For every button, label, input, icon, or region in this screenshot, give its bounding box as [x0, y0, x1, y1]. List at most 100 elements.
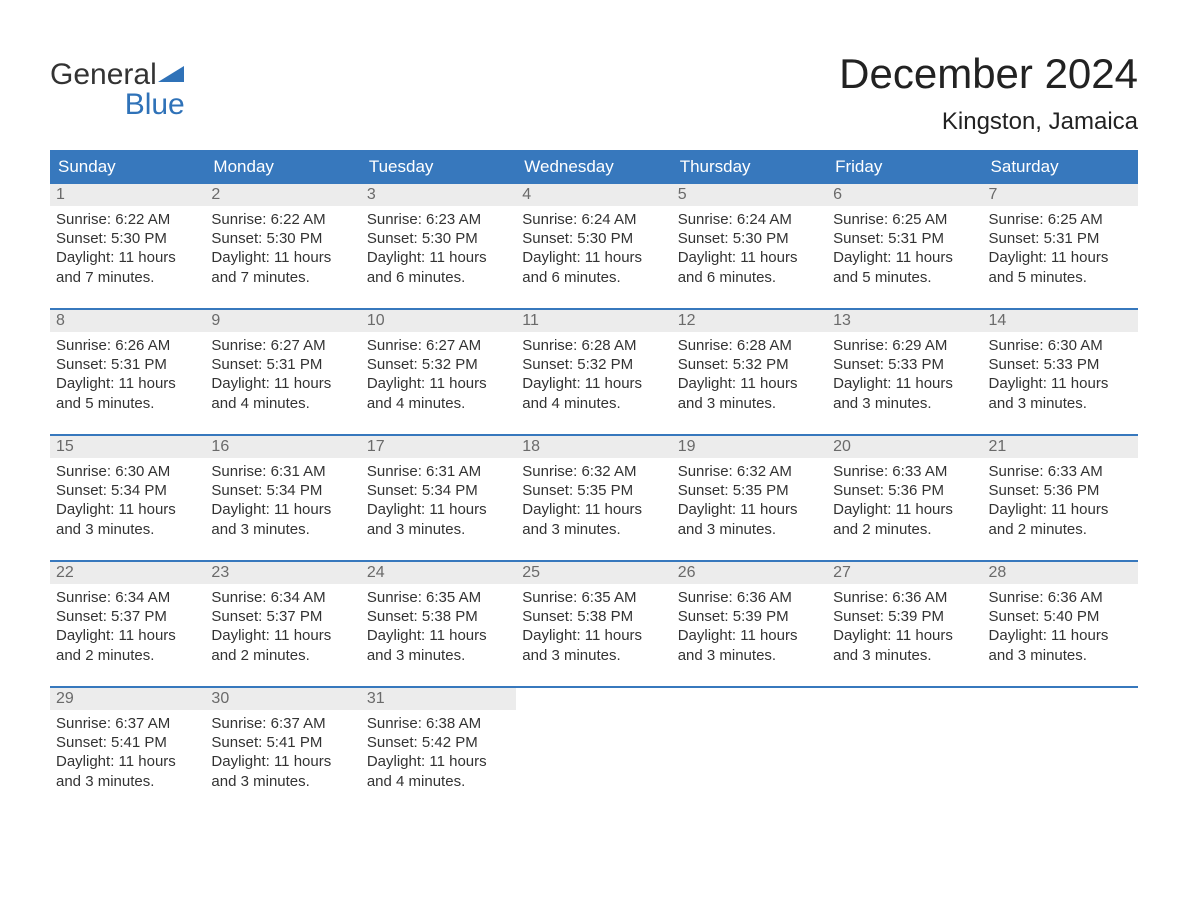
daylight-line1: Daylight: 11 hours	[211, 374, 354, 393]
daylight-line1: Daylight: 11 hours	[522, 374, 665, 393]
sunrise-text: Sunrise: 6:36 AM	[989, 588, 1132, 607]
sunset-text: Sunset: 5:30 PM	[56, 229, 199, 248]
sunset-text: Sunset: 5:32 PM	[522, 355, 665, 374]
day-body: Sunrise: 6:26 AMSunset: 5:31 PMDaylight:…	[50, 332, 205, 419]
daylight-line1: Daylight: 11 hours	[678, 500, 821, 519]
day-number: 27	[827, 562, 982, 584]
day-cell: 9Sunrise: 6:27 AMSunset: 5:31 PMDaylight…	[205, 310, 360, 428]
day-number: 2	[205, 184, 360, 206]
day-body: Sunrise: 6:33 AMSunset: 5:36 PMDaylight:…	[983, 458, 1138, 545]
sunrise-text: Sunrise: 6:23 AM	[367, 210, 510, 229]
daylight-line1: Daylight: 11 hours	[56, 248, 199, 267]
sunset-text: Sunset: 5:34 PM	[367, 481, 510, 500]
day-body: Sunrise: 6:25 AMSunset: 5:31 PMDaylight:…	[827, 206, 982, 293]
sunset-text: Sunset: 5:31 PM	[989, 229, 1132, 248]
sunset-text: Sunset: 5:32 PM	[367, 355, 510, 374]
day-number: 9	[205, 310, 360, 332]
weekday-header-cell: Saturday	[983, 150, 1138, 184]
day-body: Sunrise: 6:38 AMSunset: 5:42 PMDaylight:…	[361, 710, 516, 797]
day-cell: 24Sunrise: 6:35 AMSunset: 5:38 PMDayligh…	[361, 562, 516, 680]
day-number: 4	[516, 184, 671, 206]
title-block: December 2024 Kingston, Jamaica	[839, 50, 1138, 136]
day-cell: 12Sunrise: 6:28 AMSunset: 5:32 PMDayligh…	[672, 310, 827, 428]
daylight-line1: Daylight: 11 hours	[678, 374, 821, 393]
day-cell	[827, 688, 982, 806]
day-cell: 27Sunrise: 6:36 AMSunset: 5:39 PMDayligh…	[827, 562, 982, 680]
logo-flag-icon	[157, 60, 185, 90]
weekday-header-row: SundayMondayTuesdayWednesdayThursdayFrid…	[50, 150, 1138, 184]
day-cell: 6Sunrise: 6:25 AMSunset: 5:31 PMDaylight…	[827, 184, 982, 302]
day-number: 10	[361, 310, 516, 332]
daylight-line1: Daylight: 11 hours	[989, 248, 1132, 267]
sunrise-text: Sunrise: 6:33 AM	[989, 462, 1132, 481]
day-number: 15	[50, 436, 205, 458]
daylight-line1: Daylight: 11 hours	[833, 248, 976, 267]
sunrise-text: Sunrise: 6:22 AM	[211, 210, 354, 229]
location-label: Kingston, Jamaica	[839, 108, 1138, 136]
day-cell: 2Sunrise: 6:22 AMSunset: 5:30 PMDaylight…	[205, 184, 360, 302]
sunset-text: Sunset: 5:32 PM	[678, 355, 821, 374]
sunrise-text: Sunrise: 6:26 AM	[56, 336, 199, 355]
daylight-line1: Daylight: 11 hours	[833, 626, 976, 645]
day-number: 19	[672, 436, 827, 458]
daylight-line2: and 3 minutes.	[678, 394, 821, 413]
daylight-line2: and 2 minutes.	[833, 520, 976, 539]
day-cell: 10Sunrise: 6:27 AMSunset: 5:32 PMDayligh…	[361, 310, 516, 428]
day-body: Sunrise: 6:37 AMSunset: 5:41 PMDaylight:…	[205, 710, 360, 797]
daylight-line2: and 3 minutes.	[56, 772, 199, 791]
day-body: Sunrise: 6:28 AMSunset: 5:32 PMDaylight:…	[672, 332, 827, 419]
page-title: December 2024	[839, 50, 1138, 98]
day-cell: 31Sunrise: 6:38 AMSunset: 5:42 PMDayligh…	[361, 688, 516, 806]
day-body: Sunrise: 6:23 AMSunset: 5:30 PMDaylight:…	[361, 206, 516, 293]
weekday-header-cell: Monday	[205, 150, 360, 184]
header-block: General Blue December 2024 Kingston, Jam…	[50, 50, 1138, 136]
sunset-text: Sunset: 5:36 PM	[989, 481, 1132, 500]
daylight-line1: Daylight: 11 hours	[522, 500, 665, 519]
day-body: Sunrise: 6:35 AMSunset: 5:38 PMDaylight:…	[516, 584, 671, 671]
logo-line2: Blue	[50, 90, 185, 120]
sunrise-text: Sunrise: 6:25 AM	[833, 210, 976, 229]
weeks-container: 1Sunrise: 6:22 AMSunset: 5:30 PMDaylight…	[50, 184, 1138, 806]
day-cell: 19Sunrise: 6:32 AMSunset: 5:35 PMDayligh…	[672, 436, 827, 554]
day-body: Sunrise: 6:33 AMSunset: 5:36 PMDaylight:…	[827, 458, 982, 545]
day-cell: 8Sunrise: 6:26 AMSunset: 5:31 PMDaylight…	[50, 310, 205, 428]
day-number: 8	[50, 310, 205, 332]
day-cell	[516, 688, 671, 806]
daylight-line2: and 5 minutes.	[833, 268, 976, 287]
daylight-line1: Daylight: 11 hours	[367, 752, 510, 771]
daylight-line2: and 3 minutes.	[522, 520, 665, 539]
daylight-line1: Daylight: 11 hours	[522, 248, 665, 267]
sunrise-text: Sunrise: 6:38 AM	[367, 714, 510, 733]
day-body: Sunrise: 6:22 AMSunset: 5:30 PMDaylight:…	[205, 206, 360, 293]
day-cell: 11Sunrise: 6:28 AMSunset: 5:32 PMDayligh…	[516, 310, 671, 428]
day-number: 7	[983, 184, 1138, 206]
day-body: Sunrise: 6:29 AMSunset: 5:33 PMDaylight:…	[827, 332, 982, 419]
sunrise-text: Sunrise: 6:25 AM	[989, 210, 1132, 229]
sunset-text: Sunset: 5:33 PM	[989, 355, 1132, 374]
daylight-line2: and 3 minutes.	[211, 772, 354, 791]
daylight-line1: Daylight: 11 hours	[56, 374, 199, 393]
day-number: 21	[983, 436, 1138, 458]
week-row: 15Sunrise: 6:30 AMSunset: 5:34 PMDayligh…	[50, 434, 1138, 554]
daylight-line2: and 3 minutes.	[833, 646, 976, 665]
daylight-line2: and 2 minutes.	[989, 520, 1132, 539]
sunset-text: Sunset: 5:39 PM	[678, 607, 821, 626]
daylight-line2: and 2 minutes.	[56, 646, 199, 665]
day-number: 30	[205, 688, 360, 710]
sunrise-text: Sunrise: 6:24 AM	[678, 210, 821, 229]
day-cell	[672, 688, 827, 806]
day-number: 14	[983, 310, 1138, 332]
sunset-text: Sunset: 5:37 PM	[56, 607, 199, 626]
sunrise-text: Sunrise: 6:31 AM	[211, 462, 354, 481]
sunset-text: Sunset: 5:33 PM	[833, 355, 976, 374]
logo-word2: Blue	[125, 88, 185, 121]
daylight-line2: and 3 minutes.	[989, 394, 1132, 413]
day-body: Sunrise: 6:24 AMSunset: 5:30 PMDaylight:…	[516, 206, 671, 293]
day-cell: 26Sunrise: 6:36 AMSunset: 5:39 PMDayligh…	[672, 562, 827, 680]
logo-text-wrap: General Blue	[50, 60, 185, 120]
day-number: 17	[361, 436, 516, 458]
day-cell: 4Sunrise: 6:24 AMSunset: 5:30 PMDaylight…	[516, 184, 671, 302]
sunset-text: Sunset: 5:41 PM	[211, 733, 354, 752]
weekday-header-cell: Wednesday	[516, 150, 671, 184]
daylight-line1: Daylight: 11 hours	[211, 752, 354, 771]
